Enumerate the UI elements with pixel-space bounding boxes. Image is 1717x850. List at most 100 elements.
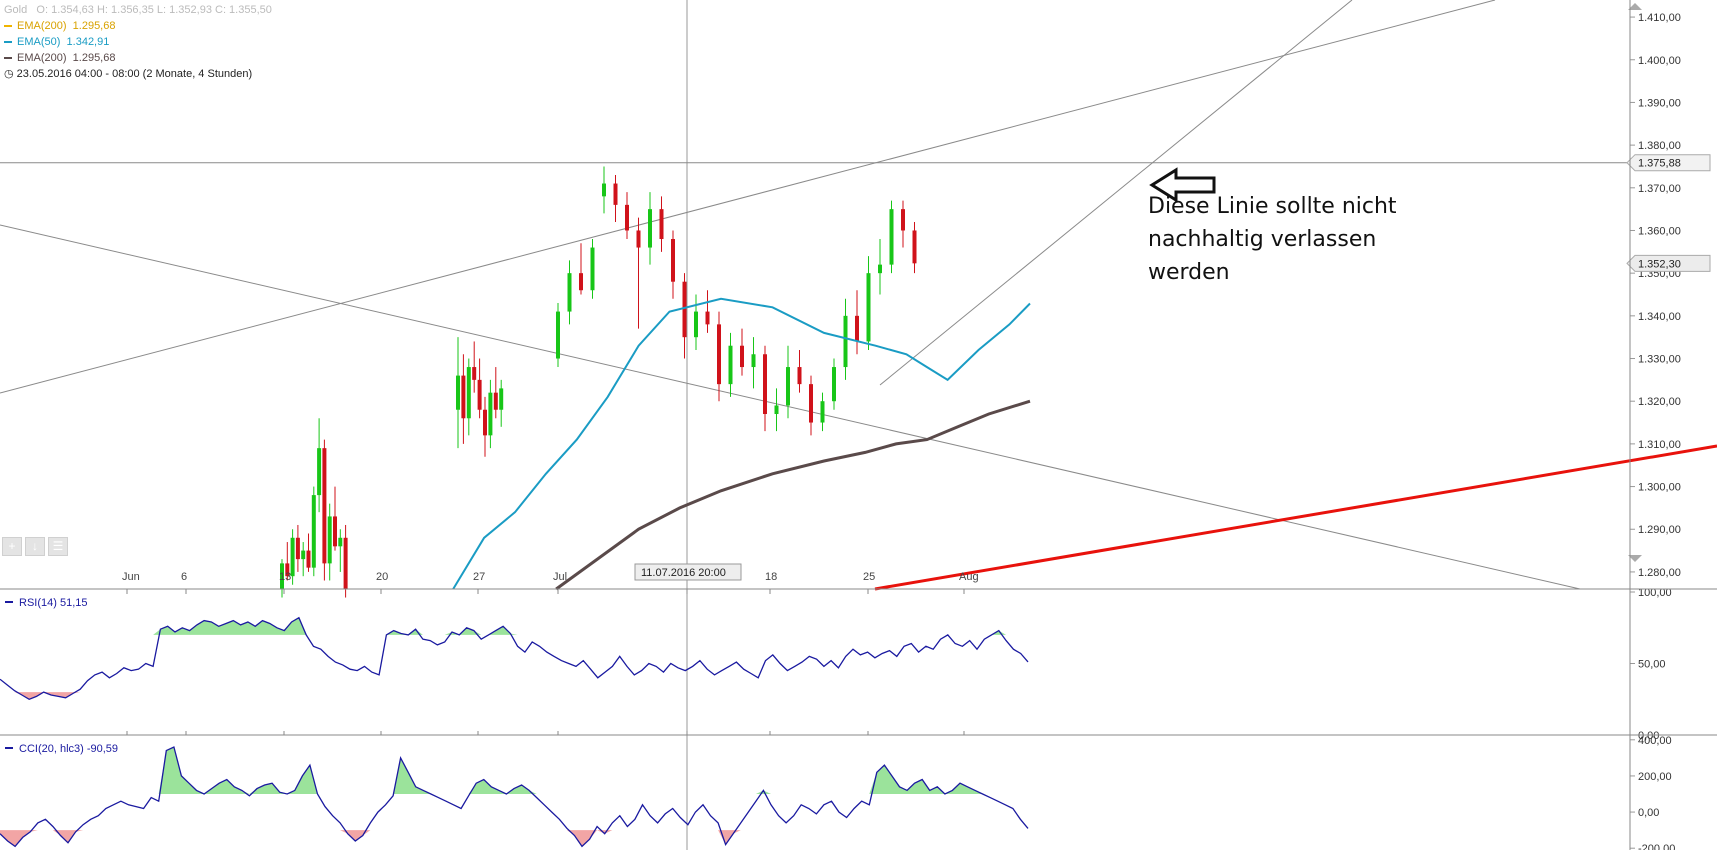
steep-support-line: [879, 0, 1353, 386]
candle: [901, 200, 905, 248]
candle: [295, 524, 300, 572]
candle: [636, 217, 641, 329]
candle: [659, 196, 664, 252]
candle: [694, 294, 698, 350]
candle: [878, 239, 882, 295]
candle: [317, 418, 322, 513]
plus-icon[interactable]: +: [2, 537, 22, 556]
x-tick-label: Jun: [122, 571, 140, 583]
x-tick-label: 13: [279, 571, 291, 583]
oscillator-label: CCI(20, hlc3) -90,59: [19, 743, 118, 755]
legend-ema50[interactable]: EMA(50) 1.342,91: [4, 34, 272, 50]
candle: [322, 439, 327, 581]
candle: [290, 529, 295, 585]
y-tick-label: 200,00: [1638, 771, 1672, 783]
candle-body: [290, 537, 295, 577]
scroll-up-icon: [1628, 3, 1642, 10]
candle-body: [311, 495, 316, 568]
candle: [456, 337, 460, 449]
candle: [327, 503, 332, 581]
price-tag-box: [1626, 254, 1711, 272]
candle-body: [333, 516, 337, 547]
candle-body: [590, 247, 595, 291]
legend-swatch: [5, 747, 13, 749]
candle: [912, 221, 917, 274]
candle: [843, 298, 848, 380]
download-icon[interactable]: ↓: [25, 537, 45, 556]
oscillator-line: [0, 746, 1029, 848]
candle-body: [322, 448, 327, 564]
candle: [311, 486, 316, 577]
price-tag-resistance: 1.375,88: [1626, 154, 1711, 172]
candle: [855, 290, 859, 355]
legend-swatch-ema50: [4, 41, 12, 44]
x-tick-label: 18: [765, 571, 777, 583]
candle-body: [602, 183, 606, 197]
candle: [786, 345, 790, 419]
candle: [717, 311, 721, 402]
candle-body: [556, 311, 560, 359]
y-tick-label: 1.330,00: [1638, 354, 1681, 366]
legend-label: EMA(50): [17, 36, 61, 48]
y-tick-label: 1.290,00: [1638, 524, 1681, 536]
x-tick-label: 25: [863, 571, 875, 583]
candle-body: [659, 209, 664, 240]
y-tick-label: 50,00: [1638, 659, 1666, 671]
arrow-left-icon: [1149, 167, 1216, 203]
candle-body: [625, 204, 629, 231]
legend-ema200-gold[interactable]: EMA(200) 1.295,68: [4, 18, 272, 34]
y-tick-label: 1.360,00: [1638, 225, 1681, 237]
overbought-zone: [0, 747, 1028, 794]
candle: [285, 542, 290, 581]
candle-body: [717, 324, 721, 385]
legend-swatch: [5, 601, 13, 603]
candle: [728, 332, 733, 397]
candle-body: [809, 384, 813, 423]
chart-legend: Gold O: 1.354,63 H: 1.356,35 L: 1.352,93…: [4, 2, 272, 82]
candle-body: [317, 448, 322, 496]
x-tick-label: 20: [376, 571, 388, 583]
price-tag-last: 1.352,30: [1626, 254, 1711, 272]
candle-body: [636, 230, 641, 248]
candle-body: [901, 209, 905, 231]
candle-body: [338, 537, 343, 547]
candle-body: [493, 392, 498, 410]
ohlc-readout: O: 1.354,63 H: 1.356,35 L: 1.352,93 C: 1…: [36, 4, 272, 16]
y-tick-label: 1.320,00: [1638, 396, 1681, 408]
candle: [751, 337, 756, 389]
candle: [343, 524, 348, 598]
x-tick-label: 6: [181, 571, 187, 583]
legend-swatch-ema200-gold: [4, 25, 12, 28]
candle: [866, 256, 871, 350]
candle-body: [889, 209, 894, 265]
candle: [648, 192, 652, 265]
descending-line: [0, 224, 1581, 590]
legend-ema200[interactable]: EMA(200) 1.295,68: [4, 50, 272, 66]
list-icon[interactable]: ☰: [48, 537, 68, 556]
y-tick-label: 1.300,00: [1638, 482, 1681, 494]
rsi-panel: 100,00 50,00 0,00 RSI(14) 51,15: [0, 587, 1672, 742]
y-tick-label: 1.410,00: [1638, 12, 1681, 24]
oscillator-label: RSI(14) 51,15: [19, 597, 87, 609]
candle-body: [832, 367, 836, 402]
y-tick-label: 100,00: [1638, 587, 1672, 599]
candle-body: [613, 183, 618, 205]
candle-body: [671, 239, 675, 282]
y-tick-label: 1.340,00: [1638, 311, 1681, 323]
candle-body: [786, 367, 790, 406]
candle: [306, 533, 311, 572]
candle: [705, 290, 710, 333]
x-tick-label: Jul: [553, 571, 567, 583]
candle-body: [682, 281, 687, 338]
candle: [280, 559, 284, 598]
candle: [483, 396, 487, 457]
candle-body: [472, 367, 477, 380]
legend-swatch-ema200: [4, 57, 12, 60]
candle: [590, 239, 595, 299]
scroll-down-icon: [1628, 555, 1642, 562]
legend-value: 1.342,91: [66, 36, 110, 48]
oversold-zone: [0, 692, 1028, 700]
candle: [809, 375, 813, 436]
